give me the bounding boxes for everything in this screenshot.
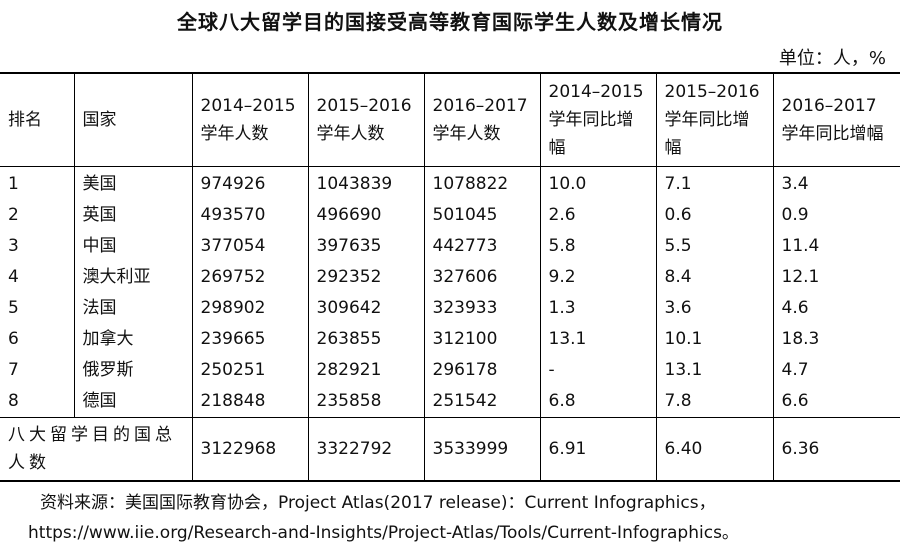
cell-count-2015-2016: 263855: [307, 324, 424, 355]
cell-growth-2015-2016: 0.6: [655, 200, 773, 231]
cell-country: 加拿大: [73, 324, 192, 355]
cell-growth-2016-2017: 0.9: [772, 200, 900, 231]
cell-count-2014-2015: 298902: [191, 293, 308, 324]
cell-count-2015-2016: 235858: [307, 386, 424, 418]
cell-count-2016-2017: 1078822: [423, 166, 540, 200]
cell-count-2014-2015: 493570: [191, 200, 308, 231]
cell-count-2016-2017: 442773: [423, 231, 540, 262]
cell-growth-2015-2016: 8.4: [655, 262, 773, 293]
header-growth-2014-2015: 2014–2015 学年同比增幅: [539, 72, 656, 167]
cell-count-2016-2017: 312100: [423, 324, 540, 355]
cell-count-2014-2015: 218848: [191, 386, 308, 418]
cell-growth-2014-2015: -: [539, 355, 656, 386]
cell-growth-2016-2017: 11.4: [772, 231, 900, 262]
header-row: 排名 国家 2014–2015 学年人数 2015–2016 学年人数 2016…: [0, 72, 900, 167]
cell-rank: 8: [8, 391, 19, 411]
cell-count-2014-2015: 377054: [191, 231, 308, 262]
cell-growth-2015-2016: 13.1: [655, 355, 773, 386]
cell-growth-2015-2016: 3.6: [655, 293, 773, 324]
total-growth-2015-2016: 6.40: [655, 417, 773, 482]
table-row: 4 澳大利亚 269752 292352 327606 9.2 8.4 12.1: [0, 262, 900, 293]
cell-growth-2016-2017: 6.6: [772, 386, 900, 418]
cell-rank: 3: [8, 236, 19, 256]
cell-growth-2014-2015: 1.3: [539, 293, 656, 324]
cell-country: 澳大利亚: [73, 262, 192, 293]
cell-count-2015-2016: 496690: [307, 200, 424, 231]
cell-growth-2015-2016: 5.5: [655, 231, 773, 262]
total-label: 八大留学目的国总人数: [0, 417, 192, 482]
source-note: 资料来源：美国国际教育协会，Project Atlas(2017 release…: [28, 488, 886, 548]
table-row: 7 俄罗斯 250251 282921 296178 - 13.1 4.7: [0, 355, 900, 386]
cell-count-2016-2017: 327606: [423, 262, 540, 293]
cell-growth-2014-2015: 2.6: [539, 200, 656, 231]
cell-count-2015-2016: 292352: [307, 262, 424, 293]
table-row: 5 法国 298902 309642 323933 1.3 3.6 4.6: [0, 293, 900, 324]
cell-rank: 7: [8, 360, 19, 380]
cell-country: 中国: [73, 231, 192, 262]
cell-rank: 6: [8, 329, 19, 349]
cell-count-2014-2015: 239665: [191, 324, 308, 355]
cell-growth-2016-2017: 3.4: [772, 166, 900, 200]
cell-rank: 4: [8, 267, 19, 287]
header-rank: 排名: [0, 72, 74, 167]
cell-count-2014-2015: 974926: [191, 166, 308, 200]
cell-rank: 5: [8, 298, 19, 318]
cell-growth-2014-2015: 6.8: [539, 386, 656, 418]
cell-growth-2014-2015: 10.0: [539, 166, 656, 200]
cell-rank: 1: [8, 174, 19, 194]
total-count-2016-2017: 3533999: [423, 417, 540, 482]
source-line-1: 资料来源：美国国际教育协会，Project Atlas(2017 release…: [40, 493, 716, 513]
cell-country: 美国: [73, 166, 192, 200]
cell-country: 英国: [73, 200, 192, 231]
table-row: 8 德国 218848 235858 251542 6.8 7.8 6.6: [0, 386, 900, 418]
cell-count-2016-2017: 323933: [423, 293, 540, 324]
total-growth-2016-2017: 6.36: [772, 417, 900, 482]
cell-count-2016-2017: 251542: [423, 386, 540, 418]
header-growth-2016-2017: 2016–2017 学年同比增幅: [772, 72, 900, 167]
total-count-2015-2016: 3322792: [307, 417, 424, 482]
unit-label: 单位：人，%: [778, 48, 886, 69]
cell-growth-2014-2015: 13.1: [539, 324, 656, 355]
cell-growth-2015-2016: 10.1: [655, 324, 773, 355]
table-row: 6 加拿大 239665 263855 312100 13.1 10.1 18.…: [0, 324, 900, 355]
table-row: 1 美国 974926 1043839 1078822 10.0 7.1 3.4: [0, 166, 900, 200]
source-line-2: https://www.iie.org/Research-and-Insight…: [28, 523, 739, 543]
cell-growth-2014-2015: 5.8: [539, 231, 656, 262]
cell-country: 德国: [73, 386, 192, 418]
header-count-2014-2015: 2014–2015 学年人数: [191, 72, 308, 167]
cell-count-2015-2016: 282921: [307, 355, 424, 386]
cell-count-2016-2017: 501045: [423, 200, 540, 231]
cell-count-2016-2017: 296178: [423, 355, 540, 386]
table-title: 全球八大留学目的国接受高等教育国际学生人数及增长情况: [177, 10, 723, 34]
table-row: 3 中国 377054 397635 442773 5.8 5.5 11.4: [0, 231, 900, 262]
cell-growth-2016-2017: 4.7: [772, 355, 900, 386]
cell-country: 法国: [73, 293, 192, 324]
cell-growth-2016-2017: 12.1: [772, 262, 900, 293]
header-country: 国家: [73, 72, 192, 167]
cell-count-2015-2016: 397635: [307, 231, 424, 262]
cell-rank: 2: [8, 205, 19, 225]
header-count-2016-2017: 2016–2017 学年人数: [423, 72, 540, 167]
students-table: 排名 国家 2014–2015 学年人数 2015–2016 学年人数 2016…: [0, 72, 900, 482]
table-row: 2 英国 493570 496690 501045 2.6 0.6 0.9: [0, 200, 900, 231]
total-growth-2014-2015: 6.91: [539, 417, 656, 482]
header-growth-2015-2016: 2015–2016 学年同比增幅: [655, 72, 773, 167]
cell-count-2014-2015: 269752: [191, 262, 308, 293]
cell-country: 俄罗斯: [73, 355, 192, 386]
cell-count-2015-2016: 309642: [307, 293, 424, 324]
cell-growth-2015-2016: 7.8: [655, 386, 773, 418]
cell-growth-2016-2017: 18.3: [772, 324, 900, 355]
cell-count-2014-2015: 250251: [191, 355, 308, 386]
cell-growth-2016-2017: 4.6: [772, 293, 900, 324]
total-row: 八大留学目的国总人数 3122968 3322792 3533999 6.91 …: [0, 417, 900, 482]
cell-count-2015-2016: 1043839: [307, 166, 424, 200]
total-count-2014-2015: 3122968: [191, 417, 308, 482]
header-count-2015-2016: 2015–2016 学年人数: [307, 72, 424, 167]
cell-growth-2015-2016: 7.1: [655, 166, 773, 200]
cell-growth-2014-2015: 9.2: [539, 262, 656, 293]
